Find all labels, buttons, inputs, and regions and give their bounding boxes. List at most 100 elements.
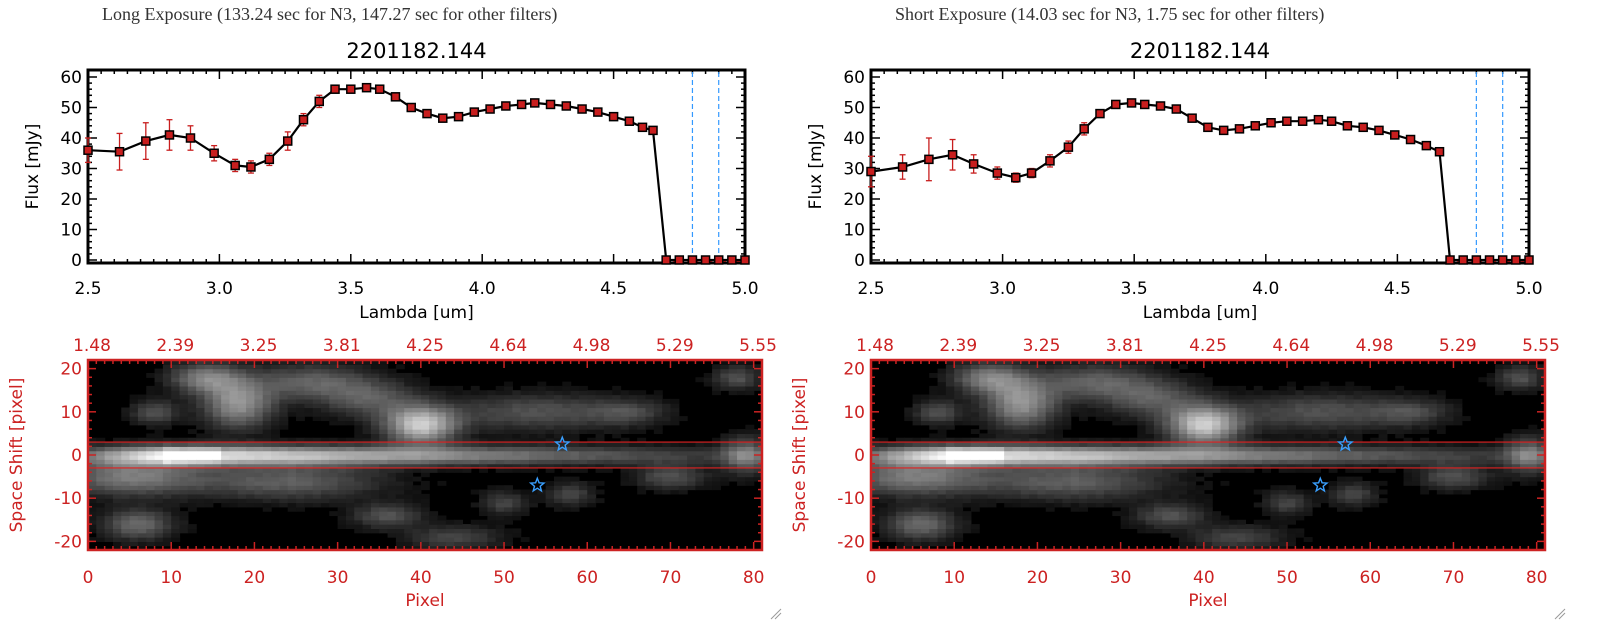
image-pixel: [537, 433, 547, 439]
image-pixel: [387, 407, 397, 413]
image-pixel: [279, 377, 289, 383]
image-pixel: [404, 437, 414, 443]
image-pixel: [1203, 385, 1213, 391]
image-pixel: [612, 407, 622, 413]
image-pixel: [871, 506, 880, 512]
image-pixel: [187, 360, 197, 365]
image-pixel: [196, 411, 206, 417]
image-pixel: [337, 442, 347, 447]
image-pixel: [1120, 446, 1130, 452]
image-pixel: [1270, 433, 1280, 439]
image-pixel: [753, 364, 763, 370]
image-pixel: [1245, 403, 1255, 409]
image-pixel: [1187, 433, 1197, 439]
image-pixel: [1287, 511, 1296, 517]
image-pixel: [304, 450, 314, 456]
image-pixel: [1203, 394, 1213, 400]
image-pixel: [562, 437, 572, 443]
image-pixel: [912, 472, 922, 478]
image-pixel: [1137, 398, 1147, 404]
image-pixel: [720, 372, 730, 378]
image-pixel: [1303, 403, 1313, 409]
image-pixel: [612, 446, 622, 452]
image-pixel: [329, 511, 339, 517]
image-pixel: [1004, 437, 1014, 443]
image-pixel: [879, 437, 889, 443]
flux-point: [1218, 125, 1229, 136]
image-pixel: [637, 489, 647, 495]
image-pixel: [420, 416, 430, 422]
image-pixel: [262, 424, 272, 430]
image-pixel: [354, 407, 364, 413]
image-pixel: [395, 450, 405, 456]
image-pixel: [1037, 467, 1047, 473]
image-pixel: [1303, 511, 1313, 517]
image-pixel: [387, 463, 397, 469]
image-pixel: [204, 360, 214, 365]
image-pixel: [470, 541, 480, 547]
image-pixel: [171, 502, 181, 508]
image-pixel: [1287, 398, 1296, 404]
image-pixel: [954, 394, 964, 400]
image-pixel: [879, 472, 889, 478]
image-pixel: [287, 446, 297, 452]
image-pixel: [912, 489, 922, 495]
image-pixel: [204, 480, 214, 486]
image-pixel: [395, 455, 405, 460]
image-pixel: [1029, 420, 1039, 426]
image-pixel: [570, 424, 580, 430]
image-pixel: [920, 437, 930, 443]
image-pixel: [1262, 407, 1272, 413]
image-pixel: [1170, 532, 1180, 538]
image-pixel: [753, 463, 763, 469]
image-pixel: [387, 394, 397, 400]
image-pixel: [262, 385, 272, 391]
image-pixel: [1020, 368, 1030, 374]
image-pixel: [937, 390, 947, 396]
image-pixel: [171, 416, 181, 422]
image-pixel: [904, 519, 914, 525]
image-pixel: [912, 502, 922, 508]
image-pixel: [187, 476, 197, 482]
image-pixel: [462, 398, 472, 404]
image-pixel: [728, 446, 738, 452]
image-pixel: [578, 485, 588, 491]
image-pixel: [162, 442, 172, 447]
image-pixel: [995, 368, 1005, 374]
image-pixel: [1228, 528, 1238, 534]
image-pixel: [1203, 524, 1213, 530]
image-pixel: [229, 398, 239, 404]
image-pixel: [412, 515, 422, 521]
image-pixel: [712, 472, 721, 478]
image-pixel: [354, 524, 364, 530]
image-pixel: [395, 472, 405, 478]
image-pixel: [462, 424, 472, 430]
image-pixel: [670, 416, 680, 422]
image-pixel: [1178, 455, 1188, 460]
y-tick-label: 30: [843, 160, 865, 180]
image-pixel: [320, 360, 330, 365]
image-pixel: [628, 480, 638, 486]
image-pixel: [221, 472, 231, 478]
image-pixel: [262, 381, 272, 387]
image-pixel: [603, 450, 613, 456]
image-pixel: [1112, 394, 1122, 400]
image-pixel: [420, 480, 430, 486]
image-pixel: [1062, 372, 1072, 378]
image-pixel: [553, 480, 563, 486]
image-pixel: [1312, 498, 1321, 504]
image-pixel: [1278, 459, 1288, 465]
image-pixel: [1045, 459, 1055, 465]
image-pixel: [728, 455, 738, 460]
image-pixel: [904, 511, 914, 517]
image-pixel: [395, 545, 405, 551]
image-pixel: [271, 368, 280, 374]
image-pixel: [895, 506, 905, 512]
image-pixel: [387, 446, 397, 452]
image-pixel: [887, 498, 897, 504]
image-pixel: [603, 398, 613, 404]
image-pixel: [337, 463, 347, 469]
image-pixel: [229, 364, 239, 370]
image-pixel: [104, 446, 114, 452]
image-pixel: [1120, 524, 1130, 530]
